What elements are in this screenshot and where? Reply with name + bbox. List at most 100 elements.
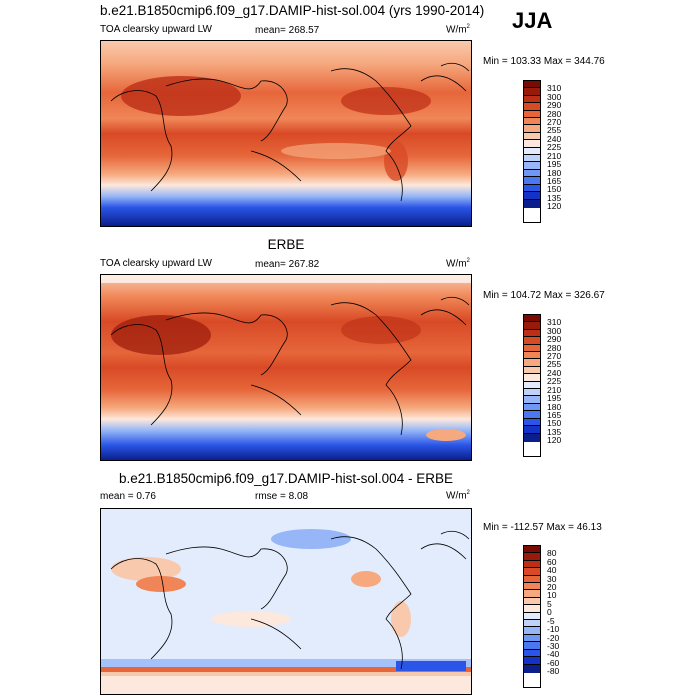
- colorbar-segment: [524, 590, 540, 598]
- colorbar-segment: [524, 337, 540, 345]
- colorbar-tick-label: 180: [547, 167, 562, 178]
- colorbar-tick-label: 20: [547, 582, 557, 593]
- colorbar-segment: [524, 664, 540, 673]
- panel-2-title: ERBE: [267, 237, 305, 252]
- colorbar-segment: [524, 612, 540, 621]
- colorbar-segment: [524, 418, 540, 427]
- colorbar-tick-label: 165: [547, 175, 562, 186]
- colorbar-tick-label: 135: [547, 426, 562, 437]
- colorbar-tick-label: 255: [547, 125, 562, 136]
- colorbar-segment: [524, 403, 540, 412]
- panel-1-minmax: Min = 103.33 Max = 344.76: [483, 56, 605, 67]
- colorbar-segment: [524, 649, 540, 658]
- colorbar-segment: [524, 155, 540, 163]
- panel-1-map: [100, 40, 472, 227]
- colorbar-segment: [524, 81, 540, 89]
- panel-1-coastlines: [110, 62, 470, 202]
- colorbar-segment: [524, 315, 540, 323]
- colorbar-segment: [524, 605, 540, 613]
- colorbar-segment: [524, 433, 540, 442]
- panel-2-variable: TOA clearsky upward LW: [100, 258, 212, 269]
- colorbar-segment: [524, 575, 540, 584]
- panel-1-units: W/m2: [446, 24, 470, 36]
- colorbar-segment: [524, 95, 540, 104]
- colorbar-tick-label: 255: [547, 359, 562, 370]
- colorbar-segment: [524, 546, 540, 554]
- panel-1-colorbar: [523, 80, 541, 223]
- colorbar-segment: [524, 192, 540, 200]
- colorbar-tick-label: -80: [547, 666, 560, 677]
- colorbar-tick-label: 270: [547, 351, 562, 362]
- colorbar-tick-label: 180: [547, 401, 562, 412]
- colorbar-tick-label: 30: [547, 573, 557, 584]
- colorbar-segment: [524, 657, 540, 665]
- colorbar-segment: [524, 396, 540, 404]
- colorbar-segment: [524, 177, 540, 185]
- colorbar-tick-label: 290: [547, 334, 562, 345]
- colorbar-tick-label: 0: [547, 607, 552, 618]
- colorbar-segment: [524, 184, 540, 193]
- panel-2-colorbar: [523, 314, 541, 457]
- colorbar-segment: [524, 169, 540, 178]
- colorbar-segment: [524, 627, 540, 635]
- colorbar-tick-label: 120: [547, 201, 562, 212]
- colorbar-segment: [524, 344, 540, 353]
- panel-2-units: W/m2: [446, 258, 470, 270]
- colorbar-tick-label: 80: [547, 548, 557, 559]
- panel-1-mean: mean= 268.57: [255, 25, 320, 36]
- colorbar-tick-label: 195: [547, 159, 562, 170]
- panel-2-map: [100, 274, 472, 461]
- colorbar-segment: [524, 634, 540, 643]
- colorbar-tick-label: 40: [547, 565, 557, 576]
- panel-3-map: [100, 508, 472, 695]
- colorbar-segment: [524, 329, 540, 338]
- colorbar-tick-label: 120: [547, 435, 562, 446]
- colorbar-segment: [524, 132, 540, 141]
- colorbar-segment: [524, 352, 540, 360]
- colorbar-segment: [524, 597, 540, 606]
- colorbar-tick-label: 165: [547, 409, 562, 420]
- panel-1-title: b.e21.B1850cmip6.f09_g17.DAMIP-hist-sol.…: [100, 3, 485, 18]
- colorbar-segment: [524, 125, 540, 133]
- colorbar-segment: [524, 199, 540, 208]
- colorbar-segment: [524, 642, 540, 650]
- colorbar-tick-label: 150: [547, 418, 562, 429]
- colorbar-tick-label: -30: [547, 640, 560, 651]
- colorbar-segment: [524, 620, 540, 628]
- colorbar-segment: [524, 553, 540, 561]
- colorbar-segment: [524, 322, 540, 330]
- colorbar-tick-label: -20: [547, 632, 560, 643]
- colorbar-segment: [524, 583, 540, 591]
- colorbar-segment: [524, 140, 540, 148]
- colorbar-tick-label: 280: [547, 108, 562, 119]
- colorbar-segment: [524, 110, 540, 119]
- colorbar-tick-label: 300: [547, 91, 562, 102]
- colorbar-segment: [524, 359, 540, 367]
- colorbar-tick-label: 300: [547, 325, 562, 336]
- panel-2-mean: mean= 267.82: [255, 259, 320, 270]
- colorbar-tick-label: 225: [547, 142, 562, 153]
- colorbar-segment: [524, 88, 540, 96]
- colorbar-segment: [524, 374, 540, 382]
- colorbar-tick-label: -5: [547, 615, 555, 626]
- colorbar-tick-label: 135: [547, 192, 562, 203]
- panel-3-colorbar: [523, 545, 541, 688]
- panel-2-minmax: Min = 104.72 Max = 326.67: [483, 290, 605, 301]
- colorbar-segment: [524, 103, 540, 111]
- panel-3-units: W/m2: [446, 490, 470, 502]
- colorbar-tick-label: -60: [547, 657, 560, 668]
- colorbar-tick-label: 5: [547, 598, 552, 609]
- colorbar-tick-label: 195: [547, 393, 562, 404]
- colorbar-segment: [524, 366, 540, 375]
- colorbar-segment: [524, 118, 540, 126]
- colorbar-tick-label: 290: [547, 100, 562, 111]
- panel-2-coastlines: [110, 296, 470, 436]
- colorbar-segment: [524, 560, 540, 569]
- colorbar-tick-label: 10: [547, 590, 557, 601]
- colorbar-segment: [524, 568, 540, 576]
- colorbar-tick-label: 210: [547, 150, 562, 161]
- colorbar-segment: [524, 381, 540, 390]
- panel-3-title: b.e21.B1850cmip6.f09_g17.DAMIP-hist-sol.…: [119, 471, 453, 486]
- colorbar-segment: [524, 147, 540, 156]
- colorbar-tick-label: 310: [547, 317, 562, 328]
